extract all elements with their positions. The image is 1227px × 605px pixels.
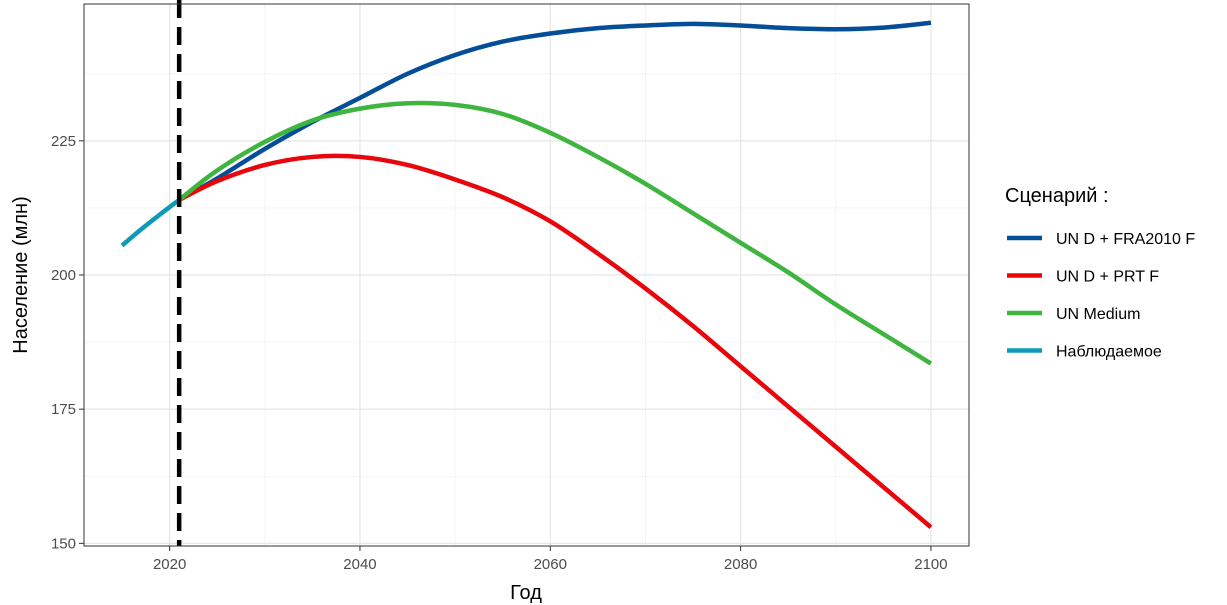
y-tick-label: 150 <box>51 535 76 552</box>
series-line-1 <box>178 20 932 202</box>
y-axis-title: Население (млн) <box>10 196 32 354</box>
x-tick-label: 2040 <box>343 556 376 573</box>
x-tick-labels: 2020 2040 2060 2080 2100 <box>153 556 948 573</box>
series-line-4 <box>120 198 181 248</box>
series-lines <box>120 20 933 529</box>
legend-label: UN D + FRA2010 F <box>1056 231 1195 248</box>
y-tick-label: 225 <box>51 133 76 150</box>
series-line-2 <box>178 153 933 529</box>
y-tick-label: 175 <box>51 401 76 418</box>
x-tick-label: 2080 <box>724 556 757 573</box>
x-tick-label: 2020 <box>153 556 186 573</box>
legend-label: Наблюдаемое <box>1056 344 1162 361</box>
y-tick-labels: 150 175 200 225 <box>51 133 76 552</box>
legend-label: UN D + PRT F <box>1056 269 1159 286</box>
axis-ticks <box>79 140 932 551</box>
y-tick-label: 200 <box>51 267 76 284</box>
legend-label: UN Medium <box>1056 306 1140 323</box>
major-gridlines <box>84 4 969 546</box>
legend: Сценарий : UN D + FRA2010 FUN D + PRT FU… <box>1005 185 1195 361</box>
series-line-3 <box>177 100 933 366</box>
legend-title: Сценарий : <box>1005 185 1109 207</box>
legend-items: UN D + FRA2010 F UN D + PRT F UN Medium Наб… <box>1007 231 1195 361</box>
x-tick-label: 2100 <box>914 556 947 573</box>
x-tick-label: 2060 <box>534 556 567 573</box>
x-axis-title: Год <box>510 582 542 604</box>
